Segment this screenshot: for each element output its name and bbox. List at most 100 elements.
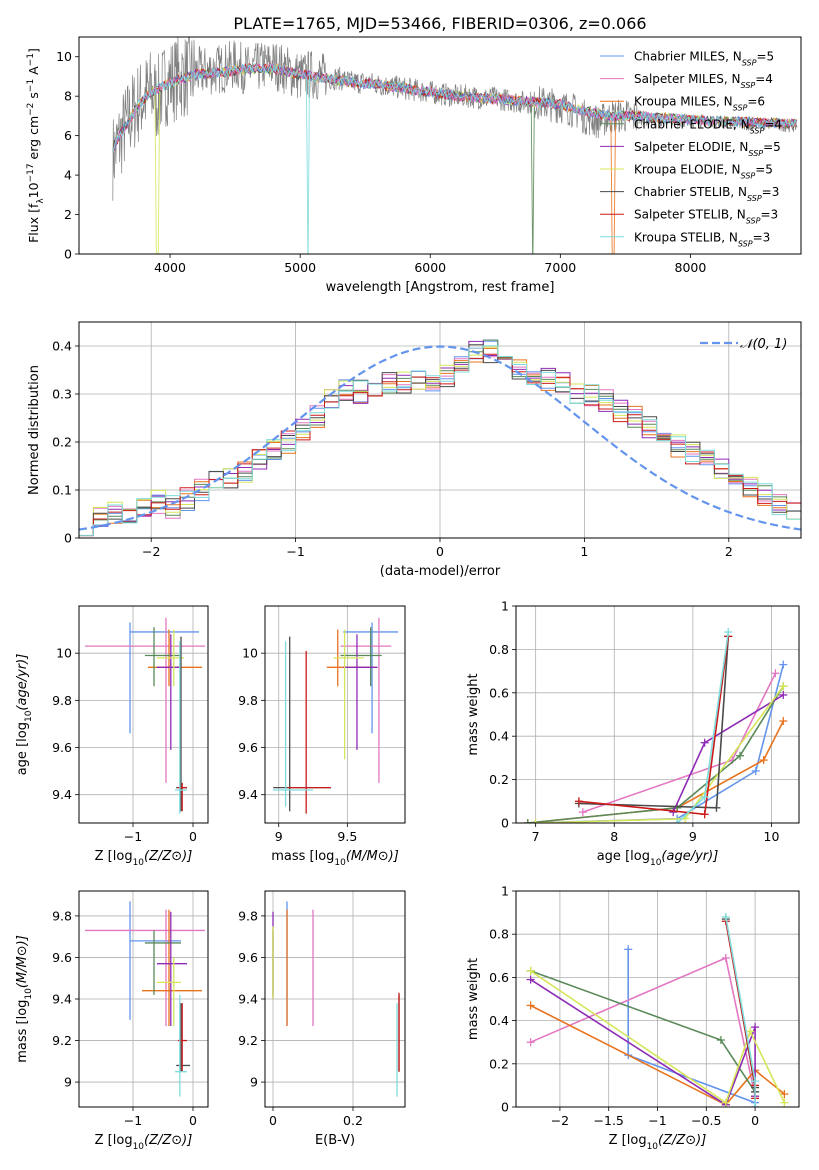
mass-vs-ebv-x-label: E(B-V) (315, 1133, 355, 1148)
weight-line-hotpink (530, 956, 756, 1097)
mass-vs-ebv-axes: 0 0.2 9 9.2 9.4 9.6 9.8 (238, 891, 405, 1128)
x-tick-label: 1 (580, 544, 588, 559)
x-tick-label: 0 (436, 544, 444, 559)
weight-vs-age-y-label: mass weight (466, 673, 481, 755)
mass-vs-z-x-label: Z [log10(Z/Z⊙)] (95, 1133, 193, 1152)
x-tick-label: 0 (751, 1113, 759, 1128)
y-tick-label: 0.4 (489, 729, 509, 744)
y-tick-label: 0.1 (52, 483, 72, 498)
x-tick-label: 8000 (675, 260, 707, 275)
y-tick-label: 0.6 (489, 970, 509, 985)
age-vs-z-x-label: Z [log10(Z/Z⊙)] (95, 849, 193, 868)
spectrum-legend: Chabrier MILES, NSSP=5 Salpeter MILES, NS… (600, 50, 782, 248)
gaussian-curve (79, 345, 801, 531)
y-tick-label: 8 (64, 89, 72, 104)
y-tick-label: 9.6 (52, 740, 72, 755)
legend-entry: Kroupa MILES, NSSP=6 (634, 95, 765, 113)
y-tick-label: 0 (501, 1100, 509, 1115)
weight-line-orange (530, 1004, 785, 1106)
x-tick-label: −0.5 (691, 1113, 721, 1128)
y-tick-label: 4 (64, 168, 72, 183)
mass-vs-ebv-points (272, 901, 400, 1097)
histogram-step-yellowgreen (79, 346, 801, 536)
weight-line-cornflowerblue (527, 664, 785, 823)
y-tick-label: 9.8 (52, 908, 72, 923)
legend-entry: Kroupa ELODIE, NSSP=5 (634, 163, 773, 181)
age-vs-mass-x-label: mass [log10(M/M⊙)] (271, 849, 399, 868)
y-tick-label: 9.6 (238, 950, 258, 965)
x-tick-label: −1 (648, 1113, 666, 1128)
y-tick-label: 0.2 (489, 1056, 509, 1071)
x-tick-label: 9 (275, 829, 283, 844)
y-tick-label: 0.6 (489, 685, 509, 700)
spectrum-plot (112, 37, 798, 254)
legend-entry: Chabrier ELODIE, NSSP=4 (634, 117, 782, 135)
y-tick-label: 0.2 (52, 435, 72, 450)
x-tick-label: −1 (124, 829, 142, 844)
age-vs-mass-axes: 9 9.5 9.4 9.6 9.8 10 (238, 606, 405, 844)
y-tick-label: 1 (501, 884, 509, 899)
x-tick-label: 9.5 (337, 829, 357, 844)
age-vs-mass-frame (264, 605, 406, 824)
x-tick-label: −1 (286, 544, 304, 559)
y-tick-label: 10 (56, 646, 72, 661)
age-vs-z-y-label: age [log10(age/yr)] (15, 654, 34, 776)
y-tick-label: 9.4 (52, 992, 72, 1007)
legend-entry: Chabrier STELIB, NSSP=3 (634, 185, 779, 203)
x-tick-label: 5000 (284, 260, 316, 275)
mass-vs-z-axes: −1 0 9 9.2 9.4 9.6 9.8 (52, 891, 208, 1128)
model-spectrum-hotpink (112, 63, 797, 153)
histogram-step-turquoise (79, 345, 801, 536)
age-vs-z-points (85, 617, 205, 814)
y-tick-label: 10 (56, 49, 72, 64)
x-tick-label: 7 (532, 829, 540, 844)
age-vs-mass-points (273, 617, 399, 814)
model-spectrum-red (112, 62, 798, 153)
y-tick-label: 9.6 (238, 740, 258, 755)
gaussian-legend-label: 𝒩(0, 1) (740, 337, 787, 352)
residual-histogram-axes: −2 −1 0 1 2 0 0.1 0.2 0.3 0.4 (52, 322, 801, 559)
x-tick-label: 0 (189, 829, 197, 844)
weight-vs-age-frame (515, 605, 800, 824)
weight-vs-z-frame (515, 890, 800, 1108)
mass-vs-z-y-label: mass [log10(M/M⊙)] (15, 935, 34, 1063)
weight-vs-z-lines (526, 912, 789, 1107)
x-tick-label: 0 (189, 1113, 197, 1128)
spectrum-axes: 4000 5000 6000 7000 8000 0 2 4 6 8 10 (56, 49, 706, 275)
weight-line-yellowgreen (535, 685, 784, 823)
y-tick-label: 0 (64, 247, 72, 262)
y-tick-label: 9.8 (238, 908, 258, 923)
weight-vs-age-x-label: age [log10(age/yr)] (597, 849, 719, 868)
x-tick-label: 7000 (544, 260, 576, 275)
spectrum-frame (78, 36, 802, 255)
age-vs-z-axes: −1 0 9.4 9.6 9.8 10 (52, 606, 208, 844)
x-tick-label: −2 (551, 1113, 569, 1128)
residual-histogram-frame (78, 321, 802, 539)
x-tick-label: 0 (269, 1113, 277, 1128)
y-tick-label: 2 (64, 207, 72, 222)
figure-title: PLATE=1765, MJD=53466, FIBERID=0306, z=0… (233, 14, 646, 33)
spectrum-y-label: Flux [fλ10−17 erg cm−2 s−1 A−1] (26, 48, 46, 243)
spectrum-x-label: wavelength [Angstrom, rest frame] (326, 280, 555, 295)
weight-line-sage (527, 685, 784, 823)
age-vs-z-frame (78, 605, 209, 824)
weight-line-sage (530, 970, 756, 1093)
legend-entry: Salpeter ELODIE, NSSP=5 (634, 140, 781, 158)
y-tick-label: 0.3 (52, 387, 72, 402)
x-tick-label: 6000 (414, 260, 446, 275)
x-tick-label: 8 (610, 829, 618, 844)
weight-line-dimgray (578, 636, 730, 809)
y-tick-label: 6 (64, 128, 72, 143)
x-tick-label: −1 (124, 1113, 142, 1128)
weight-vs-age-lines (523, 628, 788, 823)
x-tick-label: 4000 (154, 260, 186, 275)
y-tick-label: 9.8 (238, 693, 258, 708)
histogram-x-label: (data-model)/error (380, 564, 501, 579)
weight-line-purple (530, 978, 756, 1107)
mass-vs-z-frame (78, 890, 209, 1108)
y-tick-label: 1 (501, 599, 509, 614)
y-tick-label: 0 (64, 531, 72, 546)
y-tick-label: 9.4 (238, 787, 258, 802)
y-tick-label: 9.2 (52, 1033, 72, 1048)
